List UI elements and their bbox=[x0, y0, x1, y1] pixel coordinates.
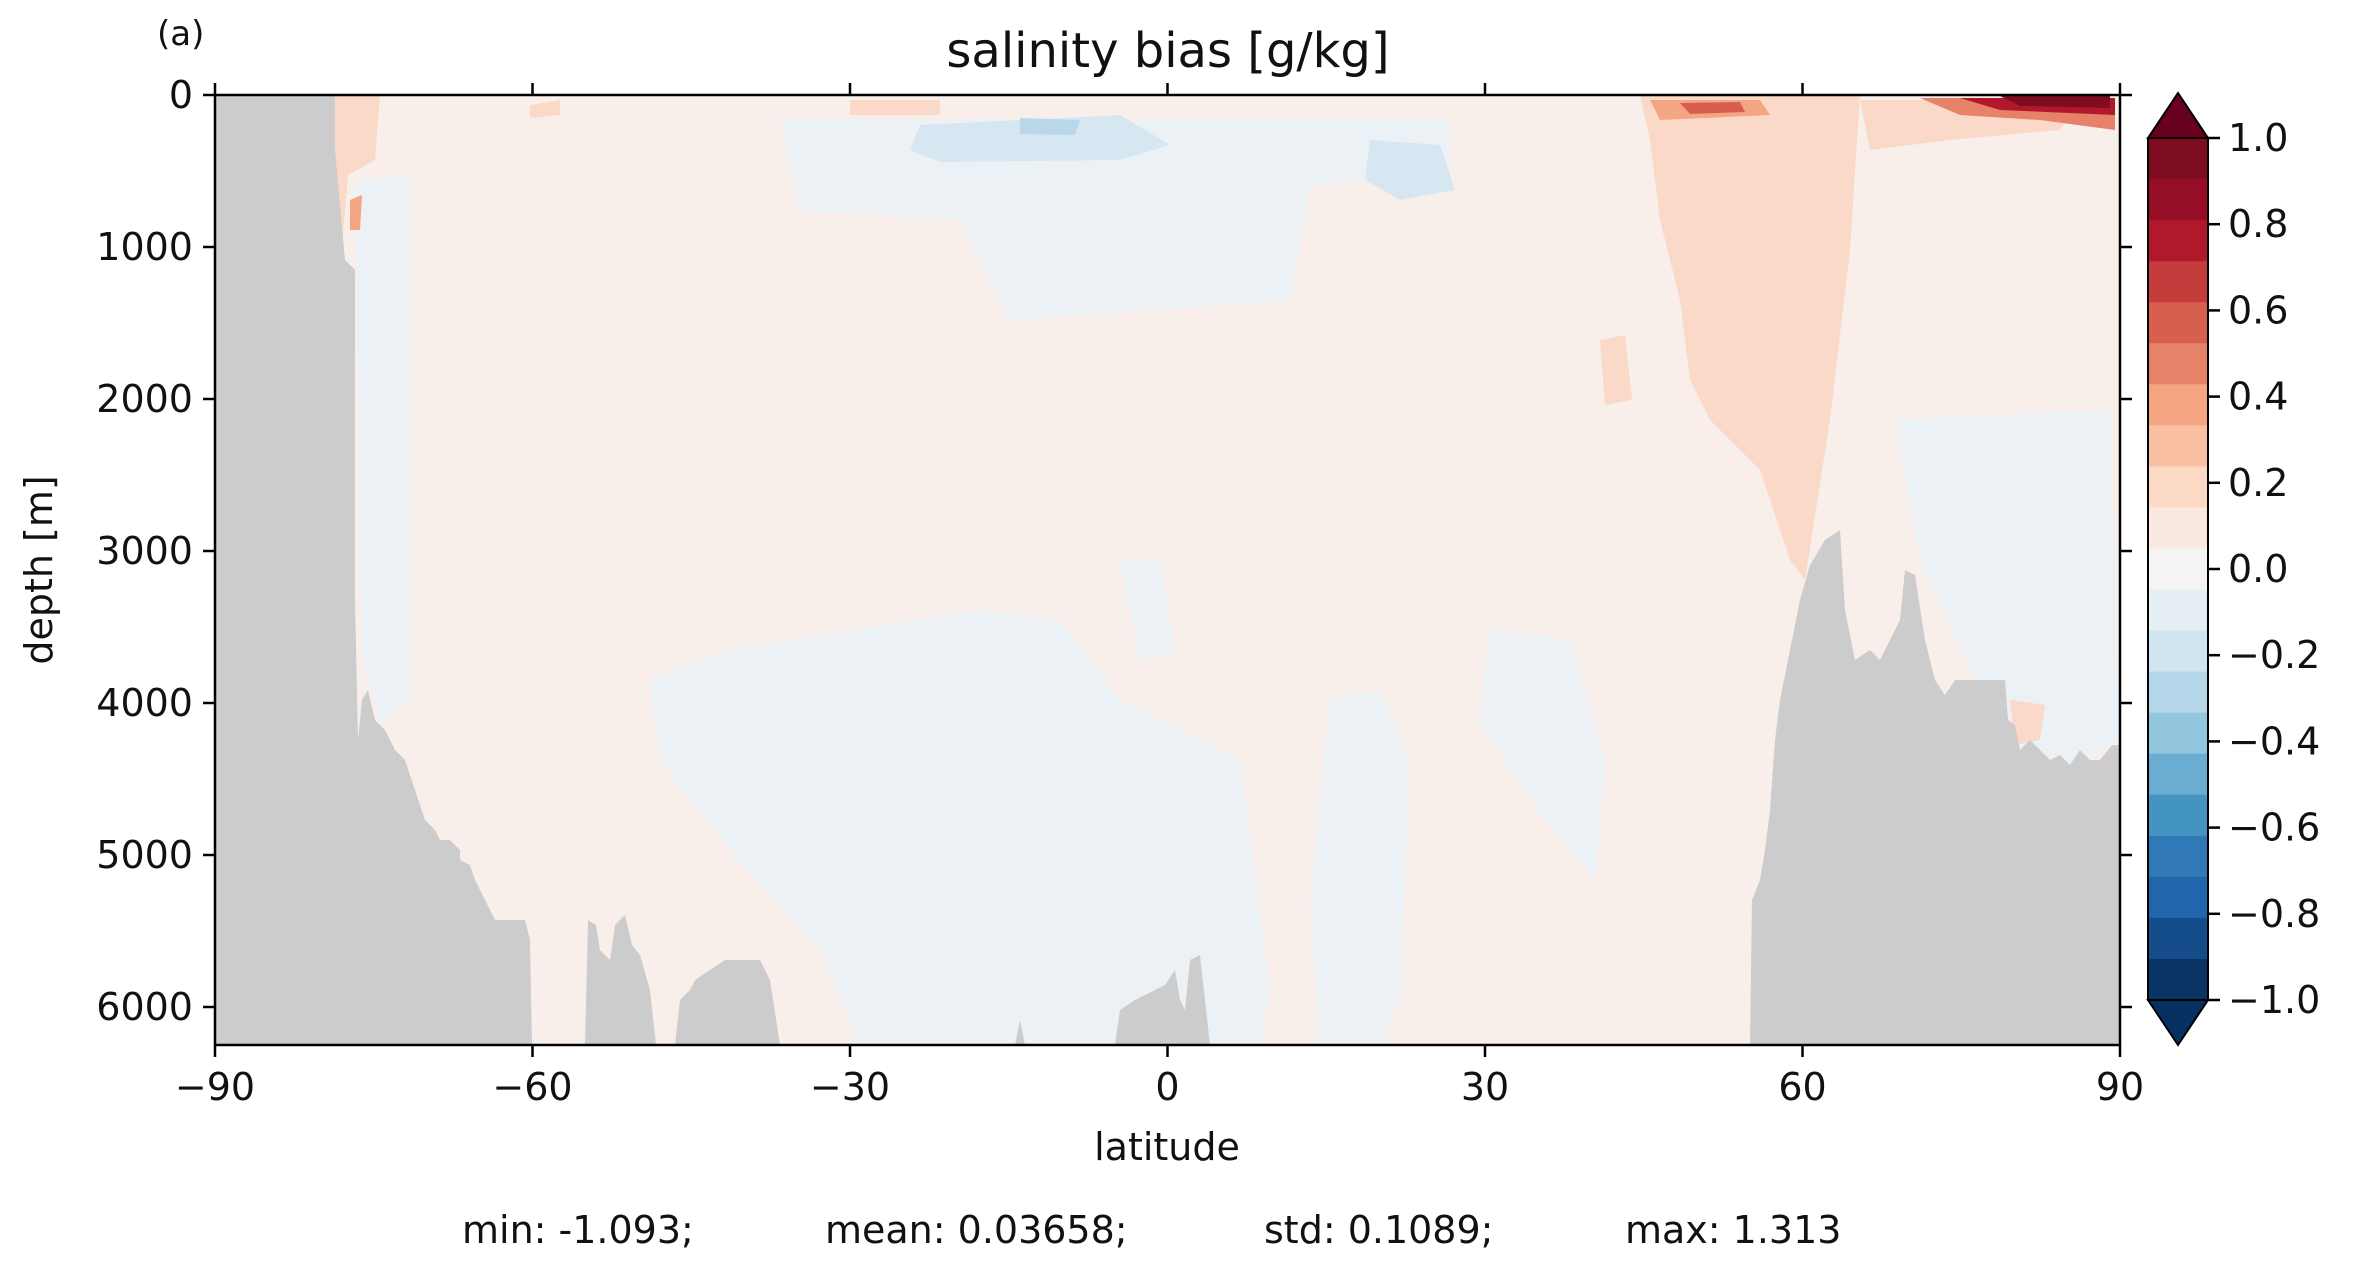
colorbar-segment bbox=[2148, 548, 2208, 591]
colorbar-extend-top bbox=[2146, 91, 2210, 139]
colorbar-segment bbox=[2148, 220, 2208, 262]
positive-bias-regions bbox=[335, 95, 2080, 745]
colorbar-tick-label: −0.8 bbox=[2228, 892, 2320, 936]
colorbar-tick-label: 0.4 bbox=[2228, 375, 2288, 419]
colorbar-segment bbox=[2148, 507, 2208, 549]
colorbar-extend-bottom bbox=[2146, 999, 2210, 1047]
colorbar-segment bbox=[2148, 343, 2208, 385]
colorbar-segment bbox=[2148, 753, 2208, 796]
stat-mean: mean: 0.03658; bbox=[825, 1208, 1128, 1252]
colorbar-segment bbox=[2148, 712, 2208, 755]
y-tick-label: 3000 bbox=[96, 529, 193, 573]
y-tick-label: 1000 bbox=[96, 225, 193, 269]
y-tick-label: 0 bbox=[169, 73, 193, 117]
colorbar-segment bbox=[2148, 958, 2208, 1001]
surface-negative-bias bbox=[910, 115, 1455, 200]
plot-area bbox=[215, 95, 2120, 1045]
colorbar-tick-label: −0.2 bbox=[2228, 633, 2320, 677]
colorbar-tick-label: −1.0 bbox=[2228, 978, 2320, 1022]
negative-bias-regions bbox=[355, 120, 2120, 1045]
colorbar-tick-label: 1.0 bbox=[2228, 116, 2288, 160]
x-tick-label: 0 bbox=[1155, 1065, 1179, 1109]
x-tick-label: −30 bbox=[810, 1065, 890, 1109]
colorbar-segment bbox=[2148, 302, 2208, 344]
colorbar-tick-label: 0.8 bbox=[2228, 202, 2288, 246]
panel-label: (a) bbox=[157, 14, 204, 54]
x-tick-label: −90 bbox=[175, 1065, 255, 1109]
colorbar-tick-label: 0.6 bbox=[2228, 288, 2288, 332]
y-tick-label: 6000 bbox=[96, 985, 193, 1029]
colorbar-segment bbox=[2148, 138, 2208, 180]
colorbar-segment bbox=[2148, 917, 2208, 960]
summary-stats: min: -1.093; mean: 0.03658; std: 0.1089;… bbox=[462, 1208, 1841, 1252]
stat-std: std: 0.1089; bbox=[1264, 1208, 1493, 1252]
colorbar: 1.0 0.8 0.6 0.4 0.2 0.0 −0.2 −0.4 −0.6 −0.8 −1.0 bbox=[2146, 91, 2320, 1047]
y-tick-label: 4000 bbox=[96, 681, 193, 725]
y-tick-label: 5000 bbox=[96, 833, 193, 877]
land-mask bbox=[215, 95, 2120, 1045]
colorbar-tick-label: 0.0 bbox=[2228, 547, 2288, 591]
strong-positive-bias bbox=[350, 96, 2115, 230]
colorbar-tick-label: −0.4 bbox=[2228, 719, 2320, 763]
x-axis: −90 −60 −30 0 30 60 90 bbox=[175, 83, 2144, 1109]
colorbar-tick-label: 0.2 bbox=[2228, 461, 2288, 505]
stat-min: min: -1.093; bbox=[462, 1208, 694, 1252]
colorbar-segment bbox=[2148, 589, 2208, 632]
chart-title: salinity bias [g/kg] bbox=[946, 23, 1389, 79]
x-tick-label: 60 bbox=[1778, 1065, 1826, 1109]
colorbar-segment bbox=[2148, 261, 2208, 303]
colorbar-segment bbox=[2148, 384, 2208, 426]
x-tick-label: 90 bbox=[2096, 1065, 2144, 1109]
colorbar-segment bbox=[2148, 425, 2208, 467]
colorbar-segment bbox=[2148, 671, 2208, 714]
colorbar-segment bbox=[2148, 794, 2208, 837]
y-axis-label: depth [m] bbox=[17, 475, 61, 664]
x-tick-label: −60 bbox=[492, 1065, 572, 1109]
colorbar-segment bbox=[2148, 179, 2208, 221]
y-tick-label: 2000 bbox=[96, 377, 193, 421]
colorbar-segment bbox=[2148, 466, 2208, 508]
x-tick-label: 30 bbox=[1461, 1065, 1509, 1109]
colorbar-segment bbox=[2148, 876, 2208, 919]
colorbar-segment bbox=[2148, 630, 2208, 673]
colorbar-tick-label: −0.6 bbox=[2228, 806, 2320, 850]
colorbar-segment bbox=[2148, 835, 2208, 878]
y-axis: 0 1000 2000 3000 4000 5000 6000 bbox=[96, 73, 2132, 1029]
x-axis-label: latitude bbox=[1094, 1125, 1240, 1169]
stat-max: max: 1.313 bbox=[1625, 1208, 1841, 1252]
